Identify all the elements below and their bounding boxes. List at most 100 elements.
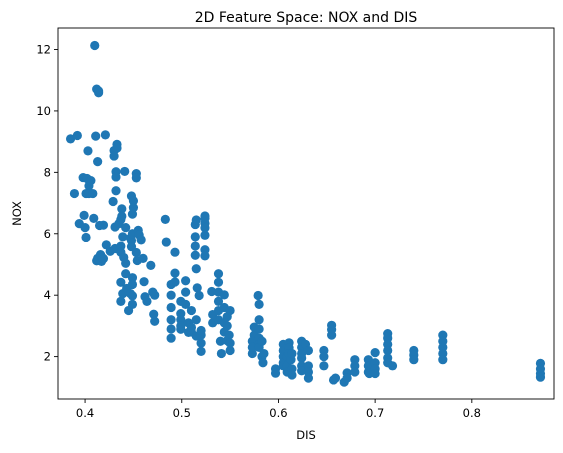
data-point-93 — [166, 302, 176, 313]
data-point-67 — [127, 291, 138, 301]
y-tick-label: 10 — [36, 104, 51, 118]
data-point-153 — [225, 338, 235, 348]
y-tick-label: 12 — [36, 42, 51, 56]
data-point-171 — [259, 348, 269, 359]
data-point-20 — [93, 157, 103, 167]
data-point-5 — [79, 210, 89, 220]
data-point-138 — [213, 296, 224, 306]
data-point-84 — [146, 260, 156, 270]
y-axis-ticks: 2 4 6 8 10 12 — [36, 42, 58, 364]
data-point-144 — [216, 348, 226, 359]
data-point-35 — [109, 151, 119, 161]
data-point-33 — [108, 196, 118, 207]
data-point-90 — [161, 237, 171, 247]
data-point-79 — [136, 235, 146, 245]
data-point-236 — [438, 355, 448, 365]
x-tick-label: 0.4 — [76, 406, 94, 420]
data-point-88 — [150, 290, 160, 300]
data-point-92 — [166, 290, 176, 300]
data-point-106 — [181, 287, 191, 297]
data-point-131 — [200, 223, 210, 233]
data-point-94 — [166, 315, 176, 325]
data-point-205 — [327, 330, 337, 340]
x-tick-label: 0.7 — [366, 406, 384, 420]
data-point-48 — [116, 296, 126, 306]
data-point-163 — [254, 315, 264, 325]
data-point-23 — [94, 86, 104, 96]
data-point-30 — [100, 130, 110, 140]
data-point-145 — [219, 290, 229, 300]
chart-title: 2D Feature Space: NOX and DIS — [195, 10, 418, 26]
data-point-81 — [139, 277, 149, 287]
data-point-116 — [190, 250, 200, 260]
data-point-40 — [111, 186, 121, 196]
data-point-114 — [190, 232, 200, 242]
data-point-126 — [196, 325, 206, 336]
data-point-97 — [170, 268, 180, 278]
data-point-74 — [131, 173, 141, 183]
y-axis-label: NOX — [10, 201, 24, 226]
data-point-104 — [176, 321, 186, 331]
x-axis-label: DIS — [296, 428, 316, 442]
data-point-161 — [253, 290, 263, 301]
data-point-6 — [80, 223, 90, 233]
data-point-83 — [142, 296, 152, 306]
data-point-202 — [319, 361, 329, 371]
data-point-210 — [342, 373, 352, 383]
data-point-140 — [213, 269, 224, 279]
data-point-213 — [350, 367, 360, 377]
data-point-192 — [297, 353, 307, 363]
data-point-187 — [287, 370, 297, 380]
data-point-231 — [409, 355, 419, 365]
data-point-218 — [370, 348, 380, 358]
data-point-225 — [383, 345, 393, 356]
data-point-188 — [287, 348, 297, 359]
data-point-123 — [196, 338, 206, 348]
data-point-133 — [200, 213, 210, 224]
data-point-132 — [200, 251, 210, 261]
data-point-164 — [254, 324, 264, 334]
data-point-207 — [330, 373, 341, 383]
data-point-105 — [181, 276, 191, 286]
data-point-110 — [186, 305, 197, 316]
data-point-99 — [170, 247, 180, 257]
data-point-80 — [138, 253, 148, 263]
data-point-1 — [72, 130, 82, 141]
data-point-71 — [128, 196, 139, 206]
data-point-28 — [98, 220, 109, 230]
data-point-16 — [90, 40, 100, 51]
data-points — [65, 40, 546, 387]
y-tick-label: 8 — [44, 165, 51, 179]
data-point-14 — [88, 188, 98, 199]
data-point-10 — [83, 146, 93, 156]
data-point-139 — [213, 277, 224, 287]
data-point-13 — [86, 176, 96, 186]
data-point-39 — [111, 172, 121, 182]
data-point-95 — [166, 324, 176, 334]
data-point-89 — [160, 214, 170, 224]
data-point-199 — [303, 373, 314, 383]
data-point-50 — [117, 211, 127, 221]
data-point-154 — [225, 305, 235, 316]
data-point-87 — [150, 316, 160, 326]
data-point-168 — [257, 336, 267, 346]
data-point-86 — [149, 309, 159, 319]
data-point-42 — [112, 143, 122, 153]
data-point-17 — [91, 131, 101, 141]
data-point-196 — [303, 345, 314, 356]
data-point-173 — [270, 368, 281, 378]
data-point-129 — [200, 230, 210, 240]
data-point-51 — [118, 232, 128, 242]
data-point-143 — [215, 336, 226, 346]
data-point-240 — [535, 372, 546, 382]
data-point-112 — [186, 322, 197, 333]
data-point-54 — [120, 166, 130, 177]
data-point-124 — [196, 346, 206, 356]
data-point-201 — [319, 352, 329, 362]
data-point-152 — [224, 330, 234, 340]
data-point-47 — [116, 277, 126, 287]
data-point-151 — [222, 321, 232, 331]
data-point-117 — [191, 264, 201, 274]
data-point-65 — [127, 273, 138, 283]
